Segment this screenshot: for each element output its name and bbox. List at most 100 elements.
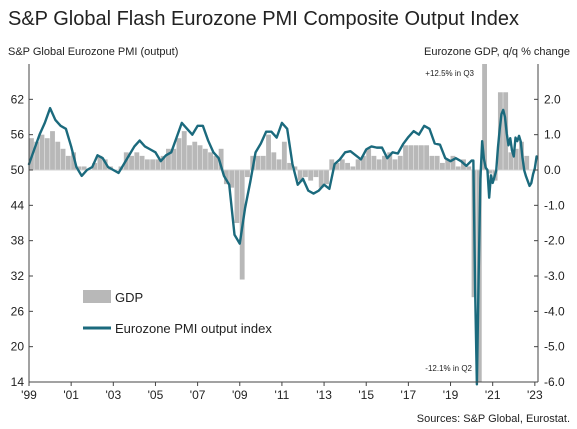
left-axis-ticks: 14 20 26 32 38 44 50 56 62 <box>11 92 33 389</box>
gdp-bar <box>276 159 282 170</box>
gdp-bars <box>29 64 535 382</box>
right-tick-label: -1.0 <box>544 198 565 212</box>
gdp-bar <box>60 148 66 170</box>
gdp-bar <box>213 155 219 170</box>
legend: GDP Eurozone PMI output index <box>83 290 272 336</box>
x-tick-label: '13 <box>316 388 332 402</box>
left-tick-label: 56 <box>11 128 25 142</box>
annotation-q3-2020: +12.5% in Q3 <box>425 69 474 78</box>
gdp-bar <box>171 148 177 170</box>
gdp-bar <box>229 170 235 188</box>
gdp-bar <box>313 170 319 178</box>
gdp-bar <box>424 145 430 170</box>
gdp-bar <box>71 152 77 170</box>
gdp-bar <box>223 170 229 185</box>
gdp-bar <box>334 162 340 170</box>
gdp-bar <box>366 148 372 170</box>
x-tick-label: '23 <box>527 388 543 402</box>
x-tick-label: '15 <box>358 388 374 402</box>
gdp-bar <box>255 155 261 170</box>
gdp-bar <box>308 170 314 181</box>
right-tick-label: 0.0 <box>544 163 561 177</box>
gdp-bar <box>318 170 324 188</box>
legend-gdp-swatch <box>83 290 111 303</box>
right-tick-label: -6.0 <box>544 375 565 389</box>
gdp-bar <box>329 159 335 170</box>
left-tick-label: 50 <box>11 163 25 177</box>
gdp-bar <box>92 162 98 170</box>
gdp-bar <box>487 170 493 174</box>
gdp-bar <box>65 155 71 170</box>
gdp-bar <box>450 155 456 170</box>
right-tick-label: -4.0 <box>544 304 565 318</box>
gdp-bar <box>234 170 240 223</box>
gdp-bar <box>360 155 366 170</box>
gdp-bar <box>165 148 171 170</box>
gdp-bar <box>218 148 224 170</box>
legend-gdp-label: GDP <box>115 290 143 305</box>
left-tick-label: 62 <box>11 92 25 106</box>
left-tick-label: 14 <box>11 375 25 389</box>
gdp-bar <box>434 155 440 170</box>
right-tick-label: -2.0 <box>544 234 565 248</box>
gdp-bar <box>339 159 345 170</box>
gdp-bar <box>34 141 40 170</box>
gdp-bar <box>445 159 451 170</box>
gdp-bar <box>345 162 350 170</box>
x-tick-label: '01 <box>63 388 79 402</box>
gdp-bar <box>413 145 419 170</box>
gdp-bar <box>192 141 198 170</box>
gdp-bar <box>376 159 382 170</box>
gdp-bar <box>387 152 393 170</box>
left-tick-label: 20 <box>11 340 25 354</box>
gdp-bar <box>429 155 435 170</box>
gdp-bar <box>292 166 298 170</box>
right-tick-label: 2.0 <box>544 92 561 106</box>
legend-pmi-label: Eurozone PMI output index <box>115 321 272 336</box>
left-tick-label: 44 <box>11 198 25 212</box>
x-tick-label: '19 <box>443 388 459 402</box>
gdp-bar <box>371 155 377 170</box>
gdp-bar <box>287 162 293 170</box>
gdp-bar <box>418 145 424 170</box>
x-tick-label: '07 <box>190 388 206 402</box>
x-axis-ticks: '99 '01 '03 '05 '07 '09 '11 '13 '15 '17 '19 '21 '23 <box>21 382 543 402</box>
left-axis-label: S&P Global Eurozone PMI (output) <box>8 46 178 58</box>
gdp-bar <box>97 155 103 170</box>
x-tick-label: '21 <box>485 388 501 402</box>
gdp-bar <box>350 166 356 170</box>
gdp-bar <box>439 162 445 170</box>
gdp-bar <box>260 155 266 170</box>
gdp-bar <box>281 141 287 170</box>
gdp-bar <box>271 152 277 170</box>
x-tick-label: '09 <box>232 388 248 402</box>
gdp-bar <box>39 134 45 170</box>
gdp-bar <box>76 166 82 170</box>
gdp-bar <box>160 155 166 170</box>
gdp-bar <box>50 131 55 170</box>
gdp-bar <box>144 159 150 170</box>
x-tick-label: '99 <box>21 388 37 402</box>
gdp-bar <box>102 159 108 170</box>
gdp-bar <box>81 166 87 170</box>
gdp-bar <box>524 155 530 170</box>
gdp-bar <box>466 166 472 170</box>
annotation-q2-2020: -12.1% in Q2 <box>425 364 472 373</box>
gdp-bar <box>455 166 461 170</box>
gdp-bar <box>482 64 487 170</box>
gdp-bar <box>392 159 398 170</box>
left-tick-label: 26 <box>11 304 25 318</box>
x-tick-label: '05 <box>148 388 164 402</box>
x-tick-label: '17 <box>401 388 417 402</box>
right-axis-ticks: 2.0 1.0 0.0 -1.0 -2.0 -3.0 -4.0 -5.0 -6.0 <box>534 92 565 389</box>
gdp-bar <box>324 170 329 185</box>
right-tick-label: -5.0 <box>544 340 565 354</box>
gdp-bar <box>176 138 182 170</box>
gdp-bar <box>134 152 140 170</box>
x-tick-label: '03 <box>105 388 121 402</box>
gdp-bar <box>403 145 408 170</box>
gdp-bar <box>197 145 203 170</box>
source-note: Sources: S&P Global, Eurostat. <box>417 413 570 425</box>
gdp-bar <box>302 170 308 178</box>
